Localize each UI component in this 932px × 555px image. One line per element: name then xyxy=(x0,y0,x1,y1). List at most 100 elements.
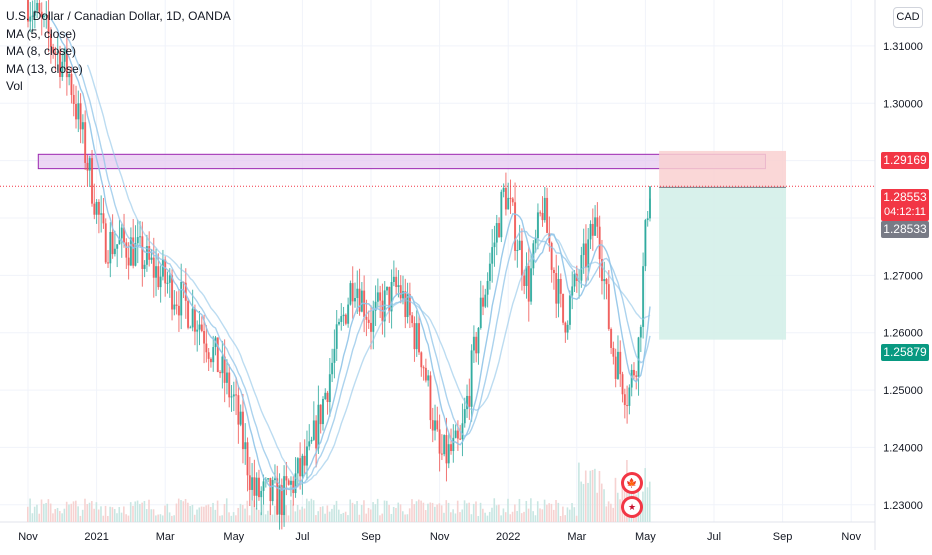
candle-body xyxy=(326,392,329,403)
x-tick-label: Mar xyxy=(567,531,586,543)
candle-body xyxy=(335,324,338,349)
candle-body xyxy=(193,308,196,332)
volume-bar xyxy=(262,504,265,522)
volume-bar xyxy=(612,507,614,522)
volume-bar xyxy=(308,501,310,522)
candle-body xyxy=(123,227,126,243)
candle-body xyxy=(459,438,462,440)
volume-bar xyxy=(305,498,308,522)
candle-body xyxy=(52,46,55,53)
volume-bar xyxy=(559,515,562,522)
candle-body xyxy=(390,281,393,312)
volume-bar xyxy=(317,511,320,522)
volume-bar xyxy=(500,515,502,522)
volume-bar xyxy=(598,471,601,522)
legend-ma-5[interactable]: MA (5, close) xyxy=(6,26,77,41)
candle-body xyxy=(642,266,645,327)
candle-body xyxy=(271,480,274,502)
flag-usa-icon[interactable]: ★ xyxy=(621,496,643,518)
volume-bar xyxy=(264,514,267,522)
symbol-title[interactable]: U.S. Dollar / Canadian Dollar, 1D, OANDA xyxy=(6,9,231,23)
candle-body xyxy=(434,420,437,431)
volume-bar xyxy=(248,515,251,522)
legend-ma-8[interactable]: MA (8, close) xyxy=(6,44,77,58)
candle-body xyxy=(607,284,610,330)
volume-bar xyxy=(260,512,262,522)
candle-body xyxy=(36,2,39,11)
volume-bar xyxy=(381,513,384,522)
volume-bar xyxy=(525,500,528,522)
candle-body xyxy=(95,201,98,215)
stop-loss-zone xyxy=(659,150,787,188)
candle-body xyxy=(598,226,601,260)
volume-bar xyxy=(134,501,137,522)
candle-body xyxy=(353,297,356,302)
volume-bar xyxy=(175,503,178,522)
candle-body xyxy=(534,238,537,244)
volume-bar xyxy=(91,501,93,522)
candle-body xyxy=(399,285,402,299)
volume-bar xyxy=(161,515,164,522)
candle-body xyxy=(632,369,635,376)
candle-body xyxy=(415,323,418,350)
volume-bar xyxy=(168,512,171,522)
bar-countdown: 04:12:11 xyxy=(883,206,926,218)
x-tick-label: Nov xyxy=(841,531,861,543)
candle-body xyxy=(630,369,633,388)
volume-bar xyxy=(237,507,239,522)
candle-body xyxy=(525,265,528,286)
candle-body xyxy=(319,404,322,425)
candle-body xyxy=(344,314,347,324)
ma-line xyxy=(64,32,651,490)
candle-body xyxy=(443,435,446,455)
candle-body xyxy=(209,358,212,363)
volume-bar xyxy=(429,502,432,522)
candle-body xyxy=(422,367,425,369)
volume-bar xyxy=(518,498,521,522)
volume-bar xyxy=(340,513,342,522)
candle-body xyxy=(305,446,308,466)
volume-bar xyxy=(447,502,450,522)
volume-bar xyxy=(342,512,345,522)
volume-bar xyxy=(164,505,166,522)
volume-bar xyxy=(271,514,274,522)
candle-body xyxy=(49,33,52,47)
currency-button[interactable]: CAD xyxy=(893,7,923,28)
volume-bar xyxy=(493,498,496,522)
candle-body xyxy=(504,187,507,210)
candle-body xyxy=(173,304,176,310)
candle-body xyxy=(223,356,226,383)
candle-body xyxy=(283,476,286,516)
volume-bar xyxy=(450,512,452,522)
candle-body xyxy=(45,14,48,16)
volume-bar xyxy=(445,500,448,522)
volume-bar xyxy=(27,506,29,522)
candle-body xyxy=(43,15,46,17)
volume-bar xyxy=(523,511,525,522)
candle-body xyxy=(440,453,443,455)
candle-body xyxy=(546,197,549,233)
flag-canada-icon[interactable]: 🍁 xyxy=(621,472,643,494)
candle-body xyxy=(248,475,251,490)
candle-body xyxy=(376,292,379,302)
volume-bar xyxy=(141,502,143,522)
volume-bar xyxy=(461,509,464,522)
legend-ma-13[interactable]: MA (13, close) xyxy=(6,61,83,76)
volume-bar xyxy=(86,504,89,522)
candle-body xyxy=(470,350,473,407)
volume-bar xyxy=(54,509,57,522)
x-tick-label: 2021 xyxy=(84,531,108,543)
volume-bar xyxy=(285,505,287,522)
volume-bar xyxy=(267,510,269,522)
volume-bar xyxy=(326,505,329,522)
legend-volume[interactable]: Vol xyxy=(6,79,23,93)
candle-body xyxy=(539,212,542,214)
candle-body xyxy=(132,237,135,266)
candle-body xyxy=(637,337,640,377)
target-price-tag: 1.25879 xyxy=(881,344,929,361)
volume-bar xyxy=(468,502,470,522)
candle-body xyxy=(383,290,386,322)
candle-body xyxy=(84,122,87,163)
